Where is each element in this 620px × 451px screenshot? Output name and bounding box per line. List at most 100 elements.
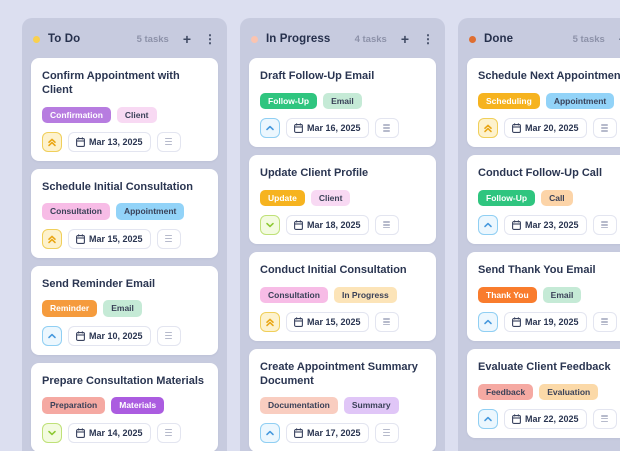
tag-feedback: Feedback	[478, 383, 534, 400]
notes-icon	[592, 311, 617, 332]
calendar-icon	[76, 137, 85, 147]
task-title: Update Client Profile	[260, 166, 369, 179]
tag-list: Feedback Evaluation	[478, 383, 620, 400]
due-date-chip: Mar 22, 2025	[504, 408, 587, 429]
task-title: Confirm Appointment with Client	[42, 70, 180, 96]
column-task-count: 4 tasks	[354, 33, 387, 45]
task-meta-row: Mar 22, 2025	[478, 408, 620, 429]
task-card[interactable]: Conduct Initial Consultation Consultatio…	[249, 251, 436, 341]
task-meta-row: Mar 17, 2025	[260, 422, 425, 443]
task-card[interactable]: Draft Follow-Up Email Follow-Up Email Mar…	[249, 58, 436, 147]
notes-icon	[374, 311, 399, 332]
task-card[interactable]: Schedule Initial Consultation Consultati…	[31, 168, 218, 258]
task-title: Evaluate Client Feedback	[478, 360, 611, 373]
calendar-icon	[294, 317, 303, 327]
tag-call: Call	[541, 189, 573, 206]
due-date-chip: Mar 23, 2025	[504, 214, 587, 235]
column-menu-icon[interactable]: ⋮	[422, 32, 434, 46]
due-date: Mar 19, 2025	[525, 316, 579, 327]
task-title: Draft Follow-Up Email	[260, 70, 375, 82]
tag-list: Reminder Email	[42, 300, 207, 317]
tag-email: Email	[103, 300, 142, 317]
column-status-dot	[469, 35, 476, 43]
tag-appointment: Appointment	[545, 92, 615, 109]
calendar-icon	[294, 427, 303, 438]
tag-confirmation: Confirmation	[42, 106, 111, 123]
tag-list: Update Client	[260, 189, 425, 206]
card-list: Confirm Appointment with Client Confirma…	[31, 58, 218, 451]
calendar-icon	[512, 220, 521, 230]
tag-list: Documentation Summary	[260, 397, 425, 414]
due-date: Mar 15, 2025	[89, 233, 143, 244]
tag-scheduling: Scheduling	[478, 92, 540, 109]
calendar-icon	[294, 123, 303, 133]
column-task-count: 5 tasks	[572, 33, 605, 45]
priority-medium-icon	[478, 408, 498, 429]
task-title: Schedule Initial Consultation	[42, 180, 193, 193]
task-card[interactable]: Create Appointment Summary Document Docu…	[249, 348, 436, 451]
column-status-dot	[251, 35, 258, 43]
task-card[interactable]: Send Reminder Email Reminder Email Mar 10…	[31, 265, 218, 355]
tag-summary: Summary	[343, 397, 399, 414]
task-meta-row: Mar 23, 2025	[478, 214, 620, 235]
tag-list: Preparation Materials	[42, 397, 207, 414]
priority-medium-icon	[260, 117, 280, 138]
tag-list: Scheduling Appointment	[478, 92, 620, 109]
priority-medium-icon	[478, 214, 498, 235]
calendar-icon	[76, 234, 85, 244]
due-date: Mar 17, 2025	[307, 427, 361, 438]
task-title: Send Reminder Email	[42, 277, 156, 290]
task-meta-row: Mar 10, 2025	[42, 325, 207, 346]
card-list: Schedule Next Appointment Scheduling Appo…	[467, 58, 620, 438]
tag-list: Consultation In Progress	[260, 286, 425, 303]
tag-list: Thank You Email	[478, 286, 620, 303]
task-title: Send Thank You Email	[478, 263, 596, 276]
task-card[interactable]: Confirm Appointment with Client Confirma…	[31, 58, 218, 161]
due-date-chip: Mar 10, 2025	[68, 325, 151, 346]
tag-follow-up: Follow-Up	[260, 92, 318, 109]
calendar-icon	[512, 123, 521, 133]
task-card[interactable]: Evaluate Client Feedback Feedback Evaluat…	[467, 348, 620, 438]
tag-email: Email	[542, 286, 582, 303]
task-card[interactable]: Prepare Consultation Materials Preparati…	[31, 362, 218, 451]
due-date-chip: Mar 16, 2025	[286, 117, 369, 138]
task-title: Create Appointment Summary Document	[260, 360, 418, 387]
due-date: Mar 18, 2025	[307, 219, 361, 230]
notes-icon	[592, 117, 617, 138]
kanban-column: Done 5 tasks + ⋮ Schedule Next Appointme…	[458, 18, 620, 451]
column-title: In Progress	[266, 33, 331, 45]
add-card-icon[interactable]: +	[400, 31, 409, 47]
notes-icon	[156, 422, 181, 443]
task-meta-row: Mar 19, 2025	[478, 311, 620, 332]
tag-email: Email	[323, 92, 362, 109]
column-menu-icon[interactable]: ⋮	[204, 32, 216, 46]
add-card-icon[interactable]: +	[619, 32, 620, 46]
tag-preparation: Preparation	[42, 397, 106, 414]
tag-update: Update	[260, 189, 305, 206]
tag-client: Client	[116, 106, 157, 123]
due-date: Mar 13, 2025	[89, 136, 143, 147]
notes-icon	[374, 214, 399, 235]
notes-icon	[156, 131, 181, 152]
due-date: Mar 16, 2025	[307, 122, 361, 133]
task-card[interactable]: Update Client Profile Update Client Mar 1…	[249, 154, 436, 244]
add-card-icon[interactable]: +	[182, 31, 191, 47]
tag-list: Consultation Appointment	[42, 203, 207, 220]
task-card[interactable]: Schedule Next Appointment Scheduling Appo…	[467, 58, 620, 147]
due-date: Mar 22, 2025	[525, 413, 579, 424]
priority-high-icon	[42, 228, 62, 249]
notes-icon	[374, 422, 399, 443]
kanban-board: To Do 5 tasks + ⋮ Confirm Appointment wi…	[22, 18, 620, 451]
priority-medium-icon	[260, 422, 280, 443]
task-card[interactable]: Send Thank You Email Thank You Email Mar …	[467, 251, 620, 341]
tag-reminder: Reminder	[42, 300, 98, 317]
tag-appointment: Appointment	[115, 203, 185, 220]
column-header: In Progress 4 tasks + ⋮	[251, 28, 434, 50]
tag-consultation: Consultation	[42, 203, 110, 220]
task-card[interactable]: Conduct Follow-Up Call Follow-Up Call Mar…	[467, 154, 620, 244]
task-meta-row: Mar 15, 2025	[42, 228, 207, 249]
kanban-column: To Do 5 tasks + ⋮ Confirm Appointment wi…	[22, 18, 227, 451]
calendar-icon	[512, 317, 521, 327]
tag-list: Follow-Up Email	[260, 92, 425, 109]
